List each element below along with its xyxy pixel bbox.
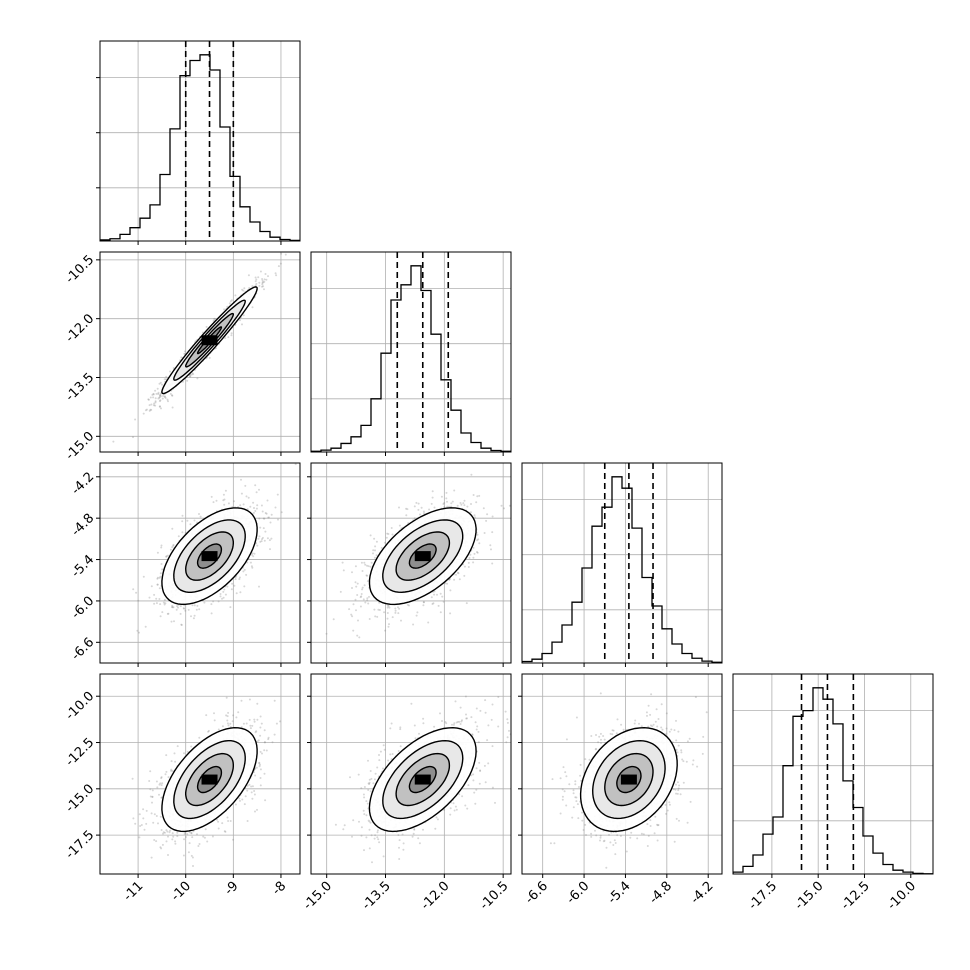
panel-1-1 bbox=[310, 251, 512, 456]
panel-frame bbox=[310, 673, 512, 875]
grid-lines bbox=[522, 463, 722, 663]
panel-frame bbox=[99, 251, 301, 453]
x-tick-label-3-3: -10.0 bbox=[885, 879, 919, 913]
y-tick-label-1-0: -15.0 bbox=[63, 429, 97, 463]
panel-2-1 bbox=[307, 462, 512, 667]
y-tick-label-1-3: -10.5 bbox=[63, 252, 97, 286]
panel-3-0 bbox=[96, 673, 301, 878]
y-tick-label-3-3: -10.0 bbox=[63, 689, 97, 723]
histogram-1 bbox=[311, 265, 511, 452]
density-peak bbox=[414, 551, 431, 562]
y-tick-label-2-2: -5.4 bbox=[69, 552, 98, 581]
panel-3-3 bbox=[732, 673, 934, 878]
y-tick-label-3-2: -12.5 bbox=[63, 735, 97, 769]
panel-0-0 bbox=[96, 40, 301, 245]
x-tick-label-0-0: -11 bbox=[121, 879, 147, 905]
y-tick-label-2-3: -4.8 bbox=[69, 511, 98, 540]
panel-frame bbox=[310, 251, 512, 453]
histogram-0 bbox=[100, 54, 300, 241]
x-tick-label-2-3: -4.8 bbox=[647, 879, 676, 908]
panel-3-1 bbox=[307, 673, 512, 878]
density-peak bbox=[620, 774, 637, 785]
panel-frame bbox=[99, 673, 301, 875]
x-tick-label-2-4: -4.2 bbox=[688, 879, 717, 908]
x-tick-label-1-0: -15.0 bbox=[301, 879, 335, 913]
grid-lines bbox=[733, 674, 933, 874]
density-peak bbox=[201, 774, 218, 785]
panel-frame bbox=[521, 673, 723, 875]
density-peak bbox=[201, 551, 218, 562]
histogram-3 bbox=[733, 687, 933, 874]
x-tick-label-1-2: -12.0 bbox=[418, 879, 452, 913]
x-tick-label-1-3: -10.5 bbox=[477, 879, 511, 913]
panel-frame bbox=[310, 462, 512, 664]
y-tick-label-1-2: -12.0 bbox=[63, 311, 97, 345]
x-tick-label-2-2: -5.4 bbox=[605, 879, 634, 908]
histogram-2 bbox=[522, 476, 722, 663]
y-tick-label-2-4: -4.2 bbox=[69, 469, 98, 498]
panel-1-0 bbox=[96, 251, 301, 456]
x-tick-label-0-1: -10 bbox=[168, 879, 194, 905]
y-tick-label-3-0: -17.5 bbox=[63, 828, 97, 862]
panel-3-2 bbox=[518, 673, 723, 878]
x-tick-label-1-1: -13.5 bbox=[359, 879, 393, 913]
y-tick-label-1-1: -13.5 bbox=[63, 370, 97, 404]
x-tick-label-2-0: -6.6 bbox=[522, 879, 551, 908]
x-tick-label-3-2: -12.5 bbox=[838, 879, 872, 913]
density-peak bbox=[414, 774, 431, 785]
x-tick-label-3-0: -17.5 bbox=[746, 879, 780, 913]
panel-frame bbox=[521, 462, 723, 664]
x-tick-label-2-1: -6.0 bbox=[564, 879, 593, 908]
x-tick-label-0-3: -8 bbox=[270, 879, 290, 899]
density-peak bbox=[201, 335, 218, 346]
x-tick-label-0-2: -9 bbox=[222, 879, 242, 899]
y-tick-label-2-0: -6.6 bbox=[69, 635, 98, 664]
panel-2-0 bbox=[96, 462, 301, 667]
panel-frame bbox=[99, 462, 301, 664]
panel-frame bbox=[732, 673, 934, 875]
panel-2-2 bbox=[521, 462, 723, 667]
y-tick-label-2-1: -6.0 bbox=[69, 594, 98, 623]
x-tick-label-3-1: -15.0 bbox=[792, 879, 826, 913]
y-tick-label-3-1: -15.0 bbox=[63, 781, 97, 815]
grid-lines bbox=[311, 252, 511, 452]
grid-lines bbox=[100, 252, 300, 452]
panel-frame bbox=[99, 40, 301, 242]
